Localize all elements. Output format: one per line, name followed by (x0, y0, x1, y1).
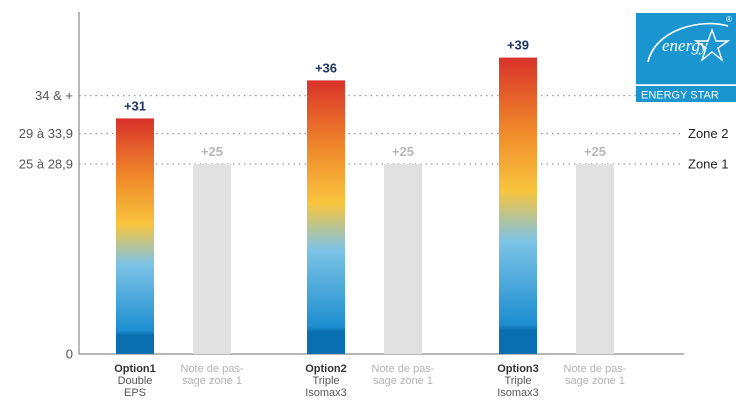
registered-mark: ® (726, 15, 732, 24)
option-title: Option1 (114, 363, 156, 375)
option-line2: Triple (504, 375, 531, 387)
pass-line1: Note de pas- (181, 363, 244, 375)
energy-star-caption-band (636, 86, 736, 102)
y-tick-labels: 0 25 à 28,9 29 à 33,9 34 & + (19, 88, 73, 361)
zone-label: Zone 2 (688, 126, 728, 141)
y-tick-label: 25 à 28,9 (19, 157, 73, 172)
pass-bar (193, 164, 231, 354)
option-line2: Triple (312, 375, 339, 387)
star-outline-icon (693, 27, 731, 63)
energy-logo-text: energy (662, 36, 708, 55)
pass-bar (576, 164, 614, 354)
pass-bar (384, 164, 422, 354)
data-labels: +31 +25 +36 +25 +39 +25 (124, 38, 606, 159)
energy-star-caption: ENERGY STAR (641, 90, 719, 102)
option-bar (307, 80, 345, 355)
pass-line1: Note de pas- (372, 363, 435, 375)
option-title: Option3 (497, 363, 539, 375)
option-title: Option2 (305, 363, 347, 375)
option-value-label: +36 (315, 60, 337, 75)
option-bar (499, 57, 537, 354)
energy-star-logo: energy ® ENERGY STAR (636, 13, 736, 102)
energy-star-arc-icon (647, 22, 729, 63)
option-line3: Isomax3 (305, 387, 347, 399)
option-bar (116, 118, 154, 355)
option-line2: Double (118, 375, 153, 387)
pass-line1: Note de pas- (564, 363, 627, 375)
pass-value-label: +25 (201, 144, 223, 159)
pass-value-label: +25 (392, 144, 414, 159)
pass-line2: sage zone 1 (565, 375, 625, 387)
option-value-label: +31 (124, 98, 146, 113)
pass-line2: sage zone 1 (373, 375, 433, 387)
option-line3: EPS (124, 387, 146, 399)
pass-value-label: +25 (584, 144, 606, 159)
pass-line2: sage zone 1 (182, 375, 242, 387)
bars (116, 57, 614, 355)
option-line3: Isomax3 (497, 387, 539, 399)
option-value-label: +39 (507, 38, 529, 53)
y-tick-label: 0 (66, 347, 73, 362)
y-tick-label: 34 & + (35, 88, 73, 103)
y-tick-label: 29 à 33,9 (19, 126, 73, 141)
zone-label: Zone 1 (688, 157, 728, 172)
